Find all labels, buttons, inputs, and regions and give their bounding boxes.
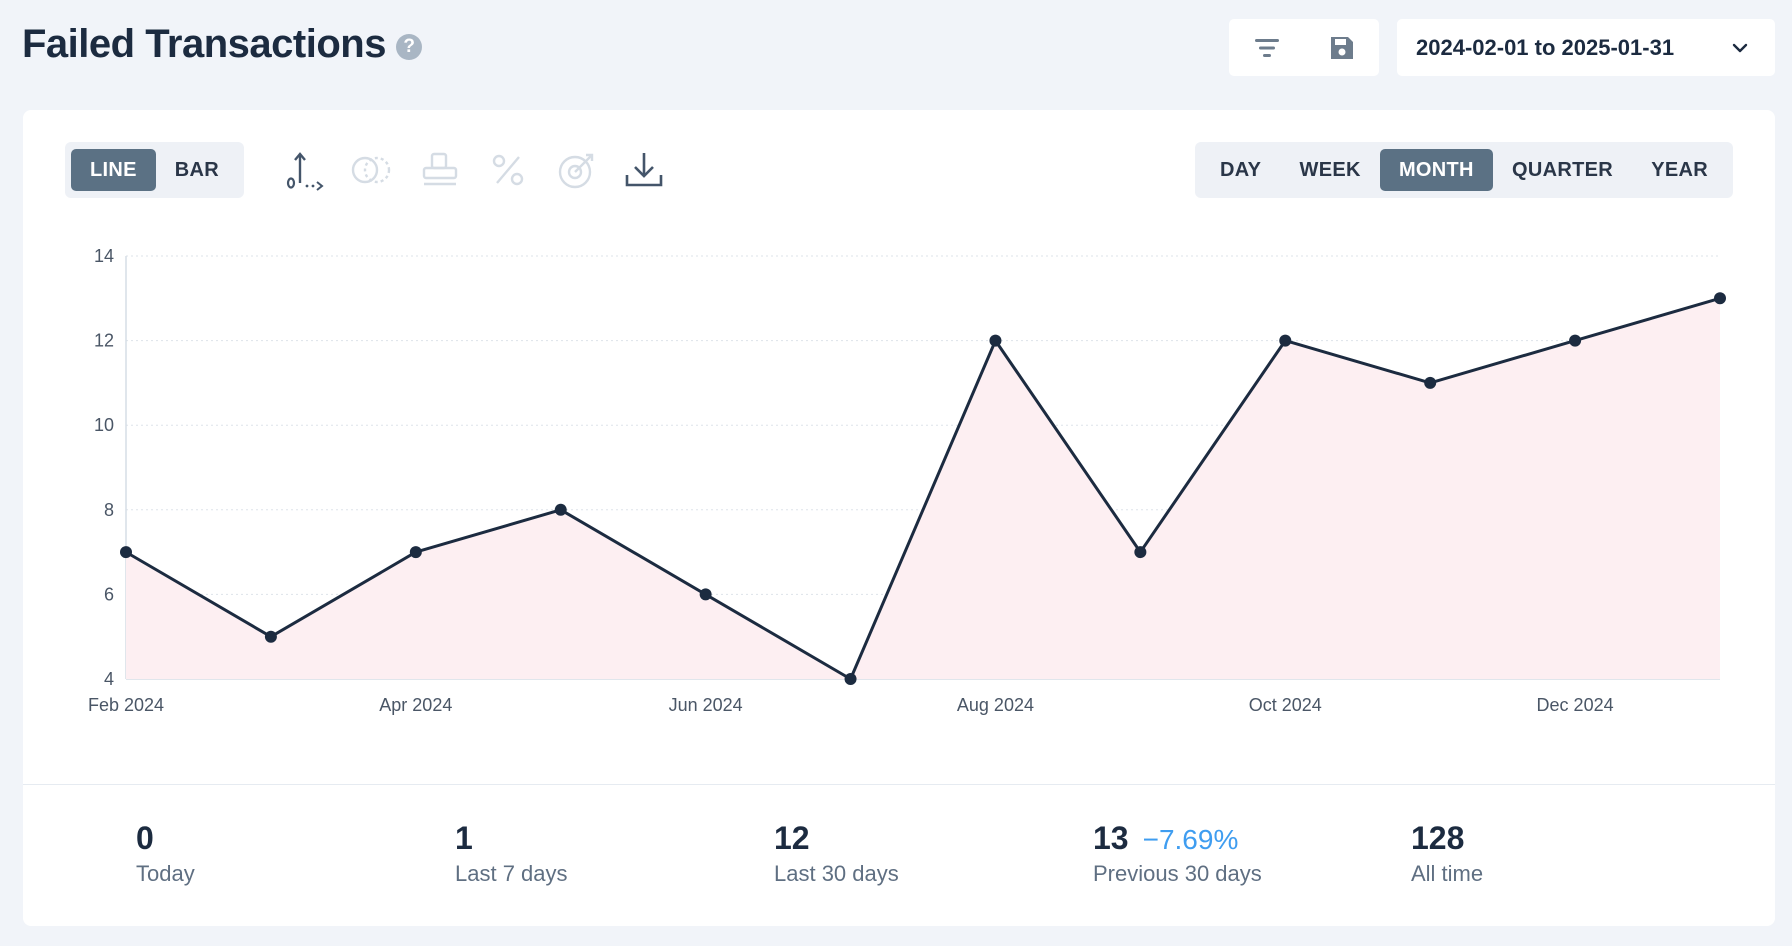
data-point xyxy=(844,673,857,685)
save-button[interactable] xyxy=(1322,28,1362,68)
filter-button[interactable] xyxy=(1247,28,1287,68)
x-tick-label: Apr 2024 xyxy=(379,695,452,715)
percent-button[interactable] xyxy=(484,146,532,194)
stat-value-number: 12 xyxy=(774,820,810,856)
stat-value: 12 xyxy=(774,820,899,857)
stat-previous-30-days: 13 −7.69% Previous 30 days xyxy=(1093,820,1262,887)
line-chart-button[interactable]: LINE xyxy=(71,149,156,191)
stat-label: Previous 30 days xyxy=(1093,861,1262,886)
x-tick-label: Jun 2024 xyxy=(669,695,743,715)
stat-last-30-days: 12 Last 30 days xyxy=(774,820,899,887)
goal-target-icon xyxy=(558,153,594,189)
stack-icon xyxy=(422,152,458,186)
x-tick-label: Aug 2024 xyxy=(957,695,1034,715)
stat-label: Last 7 days xyxy=(455,861,568,886)
percent-icon xyxy=(492,154,524,186)
stack-button[interactable] xyxy=(416,146,464,194)
series-area xyxy=(126,298,1720,679)
data-point xyxy=(699,588,712,601)
axis-zero-icon xyxy=(286,152,324,191)
y-tick-label: 14 xyxy=(94,246,114,266)
data-point xyxy=(264,630,277,643)
series-line xyxy=(125,296,1721,681)
data-point xyxy=(989,334,1002,347)
goal-button[interactable] xyxy=(553,146,601,194)
y-tick-label: 8 xyxy=(104,500,114,520)
page-title-text: Failed Transactions xyxy=(22,22,386,66)
stat-value-number: 0 xyxy=(136,820,154,856)
data-point xyxy=(409,546,422,559)
stat-value: 13 −7.69% xyxy=(1093,820,1262,857)
period-year-button[interactable]: YEAR xyxy=(1651,158,1708,181)
failed-transactions-chart: 4 6 8 10 12 14 Feb 2024 Apr 2024 Jun 2024 Aug 202… xyxy=(88,246,1726,715)
stat-all-time: 128 All time xyxy=(1411,820,1483,887)
stat-value: 128 xyxy=(1411,820,1483,857)
period-week-button[interactable]: WEEK xyxy=(1299,158,1361,181)
chevron-down-icon xyxy=(1732,43,1748,52)
period-month-button[interactable]: MONTH xyxy=(1379,149,1493,191)
filter-icon xyxy=(1254,38,1279,57)
divider xyxy=(23,784,1775,785)
data-point xyxy=(1424,376,1437,389)
data-point xyxy=(1714,292,1726,305)
y-tick-label: 4 xyxy=(104,669,114,689)
period-quarter-button[interactable]: QUARTER xyxy=(1511,158,1613,181)
date-range-value: 2024-02-01 to 2025-01-31 xyxy=(1416,34,1675,60)
data-point xyxy=(1279,334,1292,347)
period-toggle: DAY WEEK MONTH QUARTER YEAR xyxy=(1195,142,1733,198)
stat-value: 0 xyxy=(136,820,195,857)
data-point xyxy=(554,503,567,516)
stat-label: Last 30 days xyxy=(774,861,899,886)
data-point xyxy=(1134,546,1147,559)
download-icon xyxy=(625,153,663,187)
question-circle-icon[interactable]: ? xyxy=(395,33,422,60)
view-tools xyxy=(1229,19,1379,76)
bar-chart-button[interactable]: BAR xyxy=(174,158,219,181)
chart-card: LINE BAR xyxy=(23,110,1775,926)
stat-value-number: 13 xyxy=(1093,820,1129,856)
stat-label: All time xyxy=(1411,861,1484,886)
date-range-select[interactable]: 2024-02-01 to 2025-01-31 xyxy=(1397,19,1775,76)
page-title: Failed Transactions ? xyxy=(22,22,422,67)
stat-value: 1 xyxy=(455,820,568,857)
stat-value-number: 1 xyxy=(455,820,473,856)
y-tick-label: 10 xyxy=(94,415,114,435)
save-icon xyxy=(1330,36,1353,59)
x-tick-label: Oct 2024 xyxy=(1249,695,1322,715)
y-tick-label: 6 xyxy=(104,584,114,604)
download-button[interactable] xyxy=(620,146,668,194)
compare-button[interactable] xyxy=(348,146,396,194)
data-point xyxy=(120,546,132,559)
stat-today: 0 Today xyxy=(136,820,195,887)
period-day-button[interactable]: DAY xyxy=(1220,158,1262,181)
stat-label: Today xyxy=(136,861,195,886)
x-tick-label: Feb 2024 xyxy=(88,695,164,715)
data-point xyxy=(1569,334,1582,347)
compare-overlap-icon xyxy=(351,156,391,184)
x-tick-label: Dec 2024 xyxy=(1537,695,1614,715)
axis-zero-button[interactable] xyxy=(279,146,327,194)
stat-last-7-days: 1 Last 7 days xyxy=(455,820,568,887)
y-tick-label: 12 xyxy=(94,331,114,351)
stat-change-percent: −7.69% xyxy=(1142,824,1239,855)
chart-type-toggle: LINE BAR xyxy=(65,142,244,198)
stat-value-number: 128 xyxy=(1411,820,1465,856)
